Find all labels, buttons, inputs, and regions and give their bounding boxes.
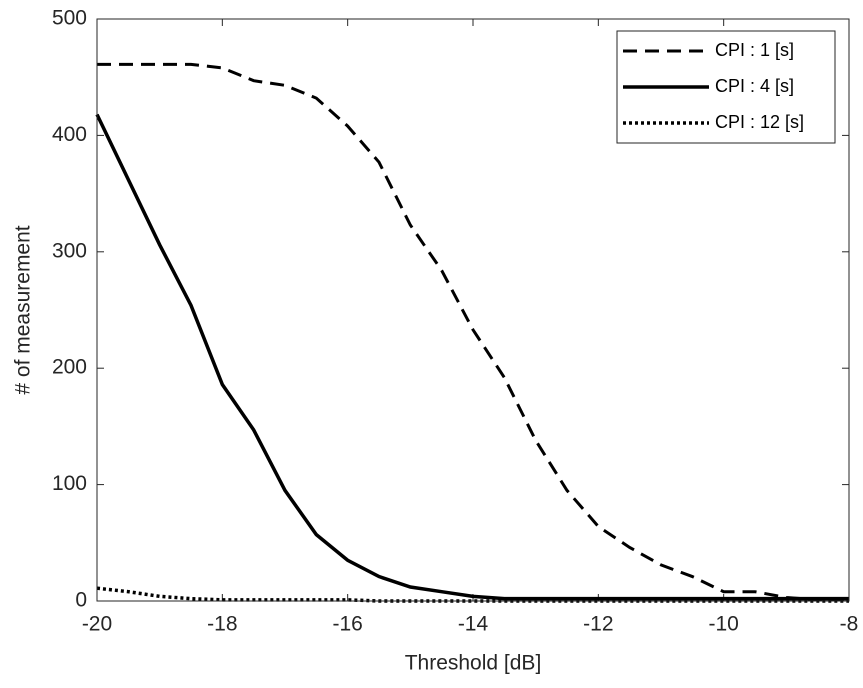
x-tick-label: -18 xyxy=(207,613,237,636)
y-axis-label: # of measurement xyxy=(12,225,35,394)
y-tick-label: 400 xyxy=(52,123,87,146)
legend-label: CPI : 12 [s] xyxy=(715,112,804,132)
legend: CPI : 1 [s] CPI : 4 [s] CPI : 12 [s] xyxy=(616,30,836,144)
y-tick-label: 500 xyxy=(52,7,87,30)
legend-label: CPI : 4 [s] xyxy=(715,76,794,96)
data-line xyxy=(97,62,849,602)
y-tick-label: 200 xyxy=(52,356,87,379)
x-tick-label: -20 xyxy=(82,613,112,636)
x-tick-label: -8 xyxy=(840,613,859,636)
x-axis-label: Threshold [dB] xyxy=(405,652,542,675)
x-tick-label: -12 xyxy=(583,613,613,636)
legend-label: CPI : 1 [s] xyxy=(715,40,794,60)
y-tick-label: 300 xyxy=(52,239,87,262)
x-tick-label: -10 xyxy=(708,613,738,636)
data-line xyxy=(95,113,849,601)
x-tick-label: -16 xyxy=(332,613,362,636)
y-tick-label: 0 xyxy=(75,589,87,612)
x-tick-label: -14 xyxy=(458,613,489,636)
y-tick-label: 100 xyxy=(52,472,87,495)
axes-box xyxy=(96,18,850,602)
